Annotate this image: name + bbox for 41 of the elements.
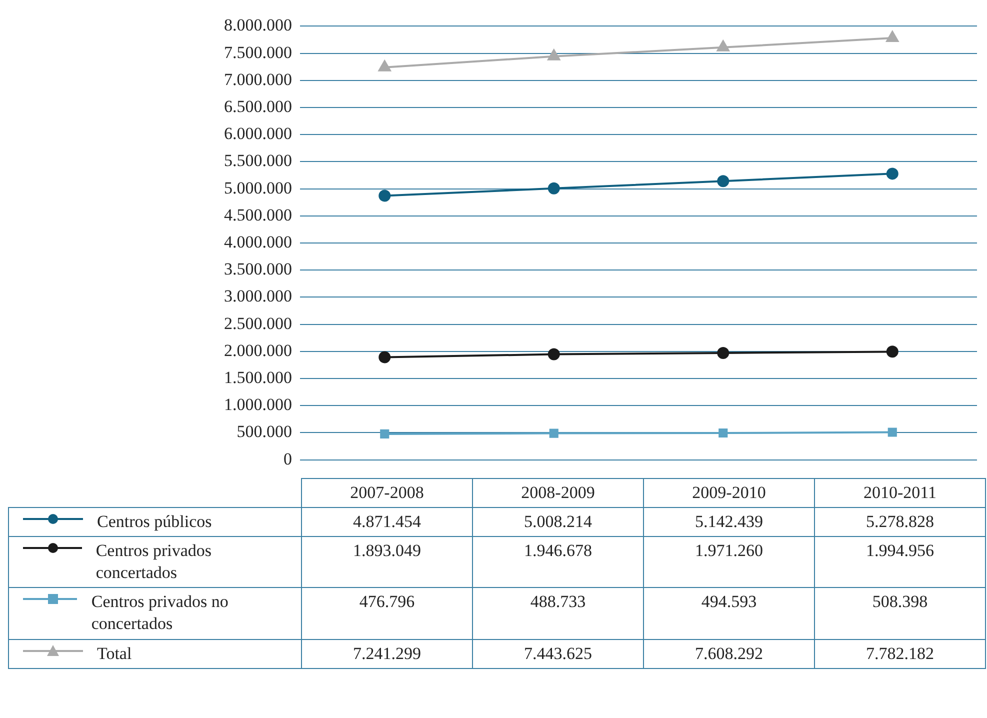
data-label: 1.893.049 [302,536,472,588]
y-tick-label: 3.000.000 [224,286,292,306]
data-label: 5.278.828 [814,508,986,537]
y-tick-label: 2.500.000 [224,314,292,333]
legend-label: Total [97,642,132,665]
data-label: 7.782.182 [814,639,986,668]
data-label: 5.008.214 [472,508,644,537]
data-label: 1.971.260 [644,536,814,588]
data-label: 476.796 [302,588,472,640]
y-tick-label: 4.000.000 [224,232,292,252]
y-tick-label: 0 [284,449,292,468]
y-tick-label: 6.500.000 [224,96,292,116]
data-label: 7.608.292 [644,639,814,668]
x-tick-label: 2010-2011 [814,478,986,508]
data-label: 4.871.454 [302,508,472,537]
y-tick-label: 4.500.000 [224,205,292,224]
y-tick-label: 6.000.000 [224,124,292,144]
data-label: 5.142.439 [644,508,814,537]
y-tick-label: 2.000.000 [224,340,292,360]
y-tick-label: 5.500.000 [224,151,292,170]
data-label: 508.398 [814,588,986,640]
y-tick-label: 5.000.000 [224,178,292,198]
data-label: 488.733 [472,588,644,640]
x-tick-label: 2007-2008 [302,478,472,508]
y-tick-label: 8.000.000 [224,16,292,35]
data-label: 494.593 [644,588,814,640]
y-tick-label: 7.000.000 [224,70,292,89]
x-tick-label: 2009-2010 [644,478,814,508]
y-tick-label: 500.000 [236,422,292,442]
y-tick-label: 7.500.000 [224,42,292,62]
y-tick-label: 1.500.000 [224,368,292,387]
legend-label: Centros públicos [97,511,212,534]
x-tick-label: 2008-2009 [472,478,644,508]
y-tick-label: 3.500.000 [224,260,292,279]
data-label: 7.443.625 [472,639,644,668]
y-tick-label: 1.000.000 [224,395,292,414]
data-label: 1.946.678 [472,536,644,588]
data-label: 7.241.299 [302,639,472,668]
legend-label: Centros privados concertados [96,540,213,584]
data-label: 1.994.956 [814,536,986,588]
legend-label: Centros privados no concertados [91,591,230,636]
